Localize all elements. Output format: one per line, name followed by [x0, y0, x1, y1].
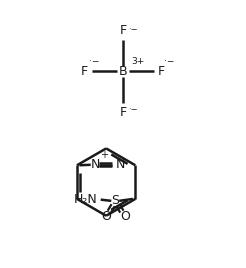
Text: F: F — [81, 65, 88, 78]
Text: F: F — [158, 65, 165, 78]
Text: H₂N: H₂N — [74, 193, 97, 206]
Text: ·−: ·− — [89, 58, 100, 67]
Text: ·−: ·− — [164, 58, 174, 67]
Text: O: O — [120, 210, 130, 223]
Text: 3+: 3+ — [131, 57, 144, 66]
Text: F: F — [120, 106, 126, 119]
Text: ·−: ·− — [128, 25, 138, 34]
Text: +: + — [100, 150, 108, 160]
Text: N: N — [90, 158, 100, 171]
Text: B: B — [119, 65, 127, 78]
Text: O: O — [102, 210, 111, 223]
Text: F: F — [120, 24, 126, 37]
Text: S: S — [112, 194, 120, 207]
Text: N: N — [116, 158, 125, 171]
Text: ·−: ·− — [128, 105, 138, 114]
